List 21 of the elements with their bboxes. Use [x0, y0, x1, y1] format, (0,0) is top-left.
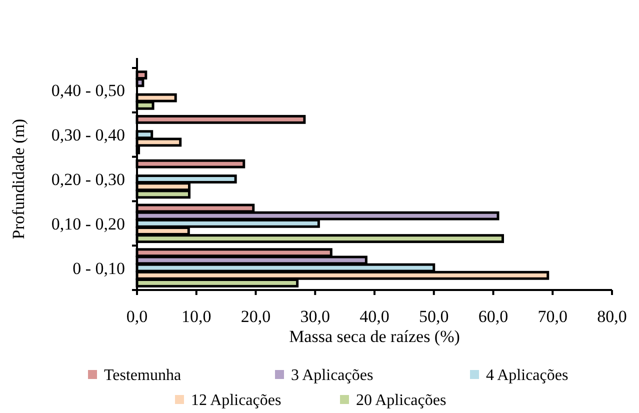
x-tick-label: 50,0: [419, 307, 449, 326]
x-tick-label: 60,0: [478, 307, 508, 326]
x-axis-title: Massa seca de raízes (%): [289, 327, 460, 346]
y-tick-label: 0,20 - 0,30: [51, 170, 125, 189]
y-tick-label: 0,10 - 0,20: [51, 214, 125, 234]
y-tick-label: 0,30 - 0,40: [51, 126, 125, 145]
x-tick-label: 0,0: [126, 307, 148, 326]
x-tick-label: 40,0: [360, 307, 390, 326]
legend-label: Testemunha: [104, 367, 182, 384]
x-tick-label: 70,0: [538, 307, 568, 326]
x-tick-label: 30,0: [300, 307, 330, 326]
y-tick-label: 0,40 - 0,50: [51, 81, 125, 100]
y-axis-title: Profundidade (m): [9, 118, 28, 240]
x-tick-label: 20,0: [240, 307, 271, 326]
legend-label: 12 Aplicações: [191, 392, 282, 409]
y-tick-label: 0 - 0,10: [72, 258, 125, 278]
legend-label: 4 Aplicações: [486, 367, 568, 384]
legend-label: 3 Aplicações: [291, 367, 374, 384]
x-tick-label: 10,0: [182, 307, 212, 326]
legend-label: 20 Aplicações: [356, 392, 446, 409]
x-tick-label: 80,0: [597, 307, 627, 326]
